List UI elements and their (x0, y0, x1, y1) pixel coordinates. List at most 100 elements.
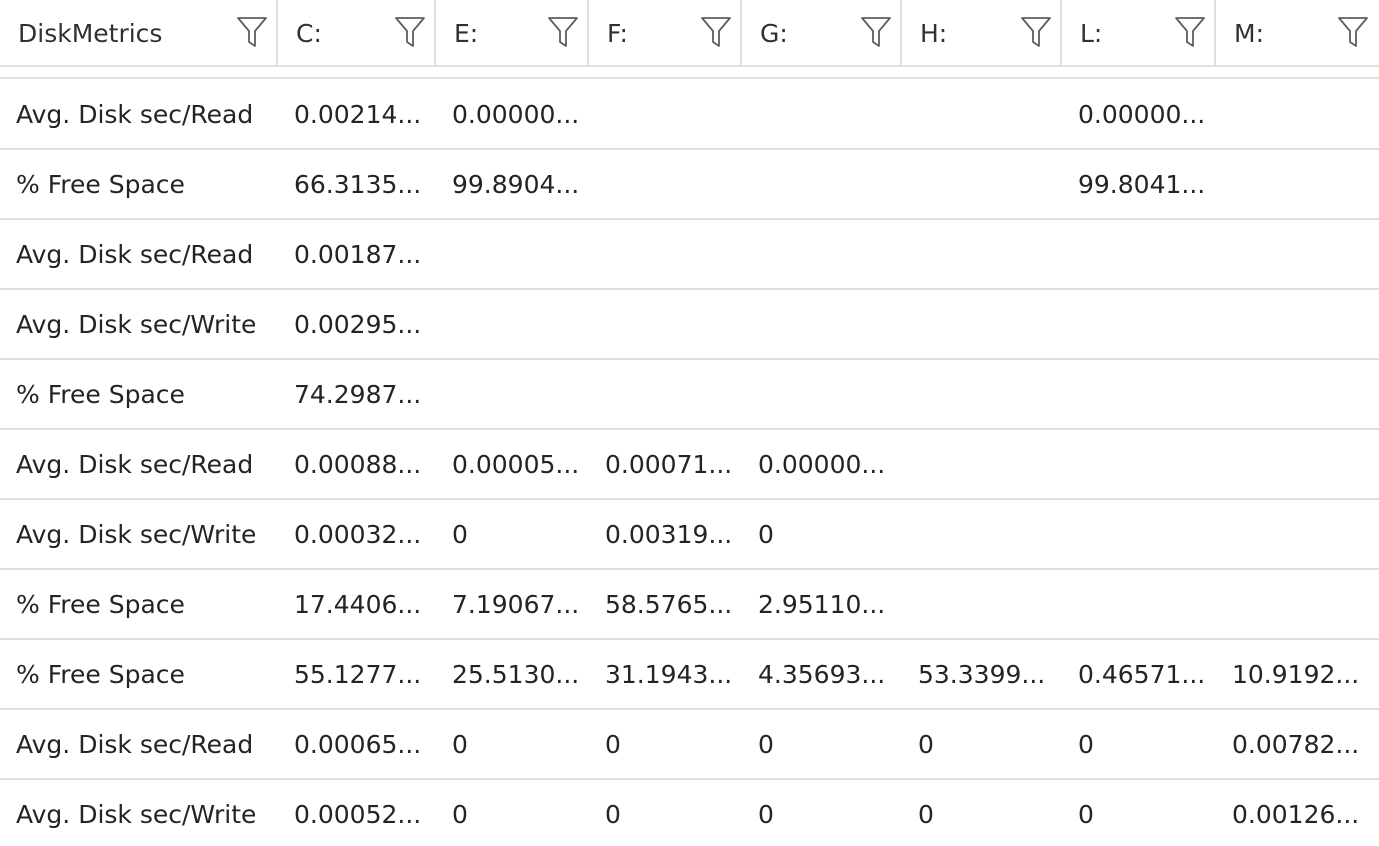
header-divider (0, 77, 1379, 79)
value-cell-m: 0.00782... (1232, 730, 1360, 759)
value-cell-m (1232, 570, 1375, 638)
value-cell-m: 10.9192... (1232, 660, 1360, 689)
value-cell-h: 0 (918, 730, 934, 759)
column-header-c[interactable]: C: (278, 0, 436, 67)
value-cell-m (1232, 150, 1375, 218)
value-cell-f (605, 150, 738, 218)
filter-icon[interactable] (1174, 16, 1206, 49)
table-row[interactable]: % Free Space 55.1277... 25.5130... 31.1943.… (0, 640, 1379, 710)
value-cell-e: 0.00005... (452, 450, 580, 479)
value-cell-f: 31.1943... (605, 660, 733, 689)
value-cell-f: 0.00071... (605, 450, 733, 479)
column-header-label: M: (1234, 19, 1264, 48)
value-cell-f: 58.5765... (605, 590, 733, 619)
column-header-g[interactable]: G: (742, 0, 902, 67)
table-row[interactable]: Avg. Disk sec/Write 0.00295... (0, 290, 1379, 360)
value-cell-h (918, 500, 1058, 568)
value-cell-m (1232, 290, 1375, 358)
value-cell-m (1232, 500, 1375, 568)
column-header-label: L: (1080, 19, 1103, 48)
metric-name-cell: Avg. Disk sec/Read (16, 450, 254, 479)
value-cell-g (758, 290, 898, 358)
value-cell-e (452, 360, 585, 428)
filter-icon[interactable] (860, 16, 892, 49)
filter-icon[interactable] (700, 16, 732, 49)
column-header-label: C: (296, 19, 322, 48)
value-cell-c: 74.2987... (294, 380, 422, 409)
column-header-f[interactable]: F: (589, 0, 742, 67)
value-cell-h (918, 360, 1058, 428)
table-row[interactable]: % Free Space 66.3135... 99.8904... 99.8041.… (0, 150, 1379, 220)
value-cell-f (605, 220, 738, 288)
value-cell-f (605, 290, 738, 358)
value-cell-m (1232, 430, 1375, 498)
column-header-label: E: (454, 19, 479, 48)
value-cell-g (758, 80, 898, 148)
table-row[interactable]: Avg. Disk sec/Read 0.00214... 0.00000... 0.… (0, 80, 1379, 150)
value-cell-l (1078, 220, 1212, 288)
value-cell-c: 0.00052... (294, 800, 422, 829)
filter-icon[interactable] (1020, 16, 1052, 49)
column-header-label: G: (760, 19, 788, 48)
column-header-m[interactable]: M: (1216, 0, 1379, 67)
value-cell-g: 4.35693... (758, 660, 886, 689)
value-cell-c: 55.1277... (294, 660, 422, 689)
value-cell-e: 0.00000... (452, 100, 580, 129)
value-cell-e: 0 (452, 520, 468, 549)
value-cell-m (1232, 80, 1375, 148)
value-cell-g: 2.95110... (758, 590, 886, 619)
value-cell-c: 0.00187... (294, 240, 422, 269)
table-row[interactable]: Avg. Disk sec/Read 0.00065... 0 0 0 0 0 0.00782… (0, 710, 1379, 780)
value-cell-c: 66.3135... (294, 170, 422, 199)
value-cell-l: 0 (1078, 730, 1094, 759)
value-cell-g (758, 220, 898, 288)
value-cell-l (1078, 500, 1212, 568)
value-cell-m (1232, 220, 1375, 288)
metric-name-cell: Avg. Disk sec/Write (16, 800, 257, 829)
value-cell-h (918, 570, 1058, 638)
value-cell-e: 0 (452, 800, 468, 829)
table-row[interactable]: Avg. Disk sec/Write 0.00032... 0 0.00319...… (0, 500, 1379, 570)
value-cell-l: 0.00000... (1078, 100, 1206, 129)
value-cell-l: 0.46571... (1078, 660, 1206, 689)
value-cell-l (1078, 360, 1212, 428)
table-header: DiskMetrics C: E: F: G: H: L: M: (0, 0, 1379, 67)
value-cell-g: 0 (758, 800, 774, 829)
filter-icon[interactable] (394, 16, 426, 49)
table-row[interactable]: Avg. Disk sec/Write 0.00052... 0 0 0 0 0 0.0012… (0, 780, 1379, 846)
value-cell-h: 53.3399... (918, 660, 1046, 689)
value-cell-g: 0 (758, 730, 774, 759)
value-cell-e: 0 (452, 730, 468, 759)
column-header-h[interactable]: H: (902, 0, 1062, 67)
value-cell-e: 25.5130... (452, 660, 580, 689)
table-row[interactable]: % Free Space 74.2987... (0, 360, 1379, 430)
table-row[interactable]: % Free Space 17.4406... 7.19067... 58.5765.… (0, 570, 1379, 640)
value-cell-l (1078, 290, 1212, 358)
value-cell-l: 99.8041... (1078, 170, 1206, 199)
table-row[interactable]: Avg. Disk sec/Read 0.00187... (0, 220, 1379, 290)
metric-name-cell: Avg. Disk sec/Read (16, 730, 254, 759)
value-cell-c: 0.00032... (294, 520, 422, 549)
column-header-l[interactable]: L: (1062, 0, 1216, 67)
value-cell-h (918, 80, 1058, 148)
filter-icon[interactable] (1337, 16, 1369, 49)
metric-name-cell: % Free Space (16, 170, 185, 199)
column-header-label: H: (920, 19, 948, 48)
value-cell-h (918, 150, 1058, 218)
value-cell-f (605, 360, 738, 428)
value-cell-h: 0 (918, 800, 934, 829)
table-row[interactable]: Avg. Disk sec/Read 0.00088... 0.00005... 0.… (0, 430, 1379, 500)
column-header-label: DiskMetrics (18, 19, 163, 48)
value-cell-c: 0.00214... (294, 100, 422, 129)
value-cell-c: 0.00295... (294, 310, 422, 339)
column-header-diskmetrics[interactable]: DiskMetrics (0, 0, 278, 67)
filter-icon[interactable] (236, 16, 268, 49)
value-cell-g: 0.00000... (758, 450, 886, 479)
value-cell-e: 99.8904... (452, 170, 580, 199)
column-header-e[interactable]: E: (436, 0, 589, 67)
value-cell-g (758, 360, 898, 428)
filter-icon[interactable] (547, 16, 579, 49)
value-cell-m: 0.00126... (1232, 800, 1360, 829)
column-header-label: F: (607, 19, 628, 48)
